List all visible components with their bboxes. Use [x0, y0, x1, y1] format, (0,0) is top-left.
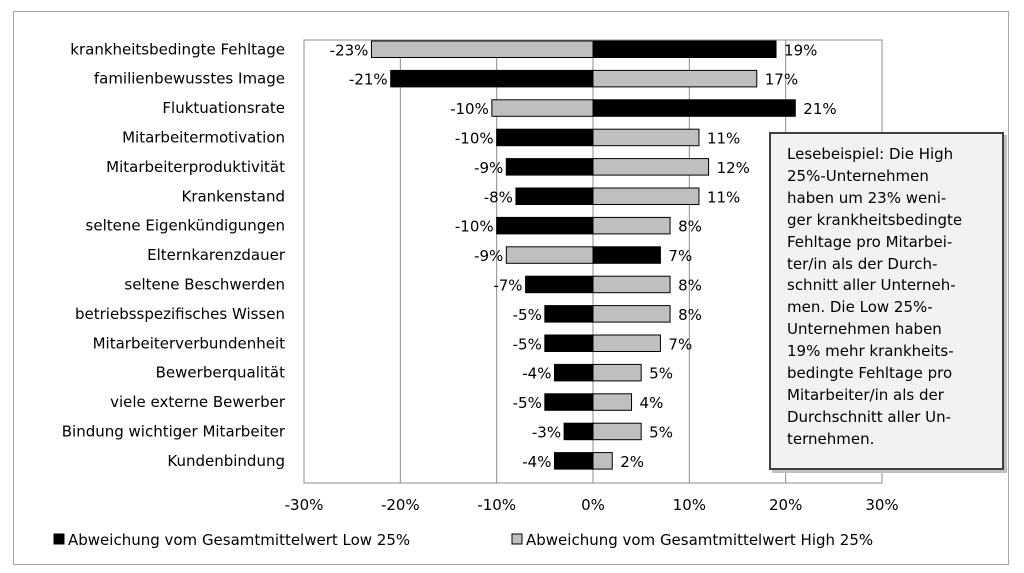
- category-label: Kundenbindung: [167, 452, 285, 470]
- data-label: -10%: [455, 218, 494, 236]
- data-label: 4%: [640, 394, 664, 412]
- x-tick-label: 0%: [581, 496, 605, 514]
- category-label: seltene Eigenkündigungen: [86, 217, 285, 235]
- data-label: 5%: [649, 423, 673, 441]
- data-label: 8%: [678, 218, 702, 236]
- category-label: familienbewusstes Image: [94, 70, 285, 88]
- legend: Abweichung vom Gesamtmittelwert Low 25% A…: [53, 531, 873, 549]
- category-label: Mitarbeiterproduktivität: [106, 158, 285, 176]
- data-label: -9%: [474, 247, 503, 265]
- bar: [592, 246, 661, 264]
- category-label: viele externe Bewerber: [110, 393, 286, 411]
- category-labels: krankheitsbedingte Fehltage familienbewus…: [62, 40, 286, 470]
- bar: [525, 275, 594, 294]
- bar: [592, 158, 710, 176]
- bar: [496, 128, 594, 147]
- bar: [592, 363, 642, 382]
- data-label: 5%: [649, 365, 673, 383]
- category-label: krankheitsbedingte Fehltage: [70, 40, 285, 58]
- data-label: -3%: [532, 423, 561, 441]
- legend-label: Abweichung vom Gesamtmittelwert High 25%: [526, 531, 873, 549]
- category-label: Mitarbeiterverbundenheit: [93, 334, 286, 352]
- bar: [505, 158, 594, 176]
- bar: [592, 305, 671, 323]
- x-tick-label: 30%: [865, 496, 898, 514]
- category-label: Fluktuationsrate: [162, 99, 285, 117]
- x-tick-label: -20%: [381, 496, 420, 514]
- bar: [592, 275, 671, 294]
- data-label: -5%: [513, 335, 542, 353]
- data-label: -5%: [513, 306, 542, 324]
- bar: [592, 187, 700, 205]
- data-label: -9%: [474, 159, 503, 177]
- x-tick-label: 20%: [769, 496, 802, 514]
- bar: [592, 393, 633, 411]
- data-label: -8%: [484, 188, 513, 206]
- reading-example-note: Lesebeispiel: Die High 25%-Unternehmen h…: [769, 132, 1004, 470]
- data-label: 8%: [678, 276, 702, 294]
- data-label: 11%: [707, 188, 740, 206]
- data-label: 21%: [803, 100, 836, 118]
- category-label: seltene Beschwerden: [124, 275, 285, 293]
- data-label: -10%: [455, 129, 494, 147]
- bar: [592, 99, 796, 117]
- data-label: -4%: [522, 365, 551, 383]
- bar: [544, 393, 594, 411]
- data-label: -21%: [349, 71, 388, 89]
- category-label: Bindung wichtiger Mitarbeiter: [62, 422, 286, 440]
- category-label: Bewerberqualität: [156, 364, 285, 382]
- x-tick-label: 10%: [673, 496, 706, 514]
- bars: [370, 40, 796, 470]
- bar: [491, 99, 594, 117]
- data-label: 12%: [717, 159, 750, 177]
- bar: [592, 334, 661, 352]
- data-label: -5%: [513, 394, 542, 412]
- data-label: -7%: [493, 276, 522, 294]
- bar: [563, 422, 594, 441]
- data-label: 17%: [765, 71, 798, 89]
- data-label: 11%: [707, 129, 740, 147]
- bar: [592, 216, 671, 235]
- category-label: betriebsspezifisches Wissen: [75, 305, 285, 323]
- bar: [553, 452, 594, 470]
- bar: [592, 69, 758, 88]
- data-label: -10%: [450, 100, 489, 118]
- chart-frame: [13, 11, 1009, 565]
- x-tick-label: -30%: [285, 496, 324, 514]
- data-label: 7%: [668, 247, 692, 265]
- category-label: Mitarbeitermotivation: [122, 128, 285, 146]
- data-label: 8%: [678, 306, 702, 324]
- category-label: Krankenstand: [181, 187, 285, 205]
- bar: [370, 40, 594, 58]
- data-label: -23%: [330, 41, 369, 59]
- value-labels: 19% -23% -21% 17% 21% -10% -10% 11% -9% 12% -8% 11%…: [330, 41, 837, 471]
- bar: [544, 334, 594, 352]
- bar: [553, 363, 594, 382]
- data-label: 19%: [784, 41, 817, 59]
- x-axis-ticks: -30% -20% -10% 0% 10% 20% 30%: [285, 496, 899, 514]
- legend-swatch: [53, 533, 65, 545]
- legend-label: Abweichung vom Gesamtmittelwert Low 25%: [68, 531, 410, 549]
- data-label: 2%: [620, 453, 644, 471]
- data-label: 7%: [668, 335, 692, 353]
- legend-swatch: [511, 533, 523, 545]
- data-label: -4%: [522, 453, 551, 471]
- bar: [592, 40, 777, 58]
- bar: [505, 246, 594, 264]
- bar: [544, 305, 594, 323]
- category-label: Elternkarenzdauer: [147, 246, 286, 264]
- bar: [592, 128, 700, 147]
- bar: [515, 187, 594, 205]
- bar: [390, 69, 594, 88]
- bar: [592, 452, 613, 470]
- x-tick-label: -10%: [477, 496, 516, 514]
- bar: [592, 422, 642, 441]
- bar: [496, 216, 594, 235]
